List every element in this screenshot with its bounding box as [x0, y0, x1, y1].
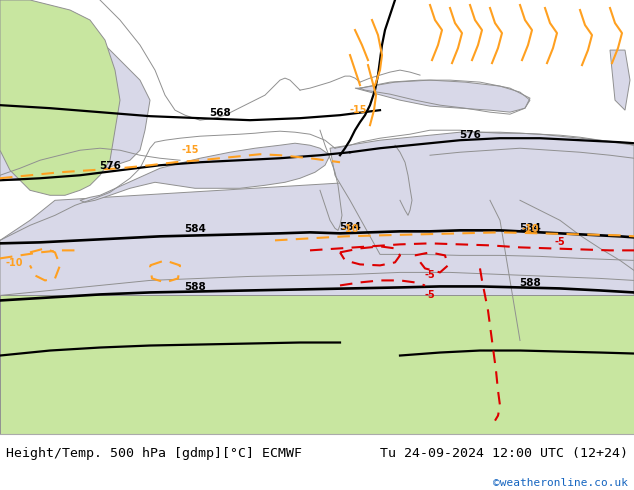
Text: 584: 584	[519, 223, 541, 233]
Text: -5: -5	[425, 291, 436, 300]
Polygon shape	[0, 165, 634, 350]
Text: 568: 568	[209, 108, 231, 118]
Polygon shape	[610, 50, 630, 110]
Text: 576: 576	[459, 130, 481, 140]
Text: ©weatheronline.co.uk: ©weatheronline.co.uk	[493, 478, 628, 488]
Text: 588: 588	[519, 278, 541, 289]
Text: -5: -5	[425, 270, 436, 280]
Polygon shape	[0, 0, 120, 196]
Polygon shape	[330, 132, 634, 260]
Polygon shape	[355, 80, 530, 112]
Text: 584: 584	[339, 222, 361, 232]
Polygon shape	[80, 143, 330, 202]
Polygon shape	[0, 295, 634, 434]
Text: -10: -10	[341, 224, 359, 234]
Text: 584: 584	[184, 224, 206, 234]
Text: 576: 576	[99, 161, 121, 172]
Polygon shape	[0, 0, 150, 180]
Text: Height/Temp. 500 hPa [gdmp][°C] ECMWF: Height/Temp. 500 hPa [gdmp][°C] ECMWF	[6, 447, 302, 460]
Text: -15: -15	[181, 145, 198, 155]
Text: -5: -5	[555, 237, 566, 247]
Text: -10: -10	[521, 224, 539, 234]
Text: -15: -15	[350, 105, 368, 115]
Text: 588: 588	[184, 282, 206, 293]
Text: -10: -10	[5, 258, 22, 269]
Text: Tu 24-09-2024 12:00 UTC (12+24): Tu 24-09-2024 12:00 UTC (12+24)	[380, 447, 628, 460]
